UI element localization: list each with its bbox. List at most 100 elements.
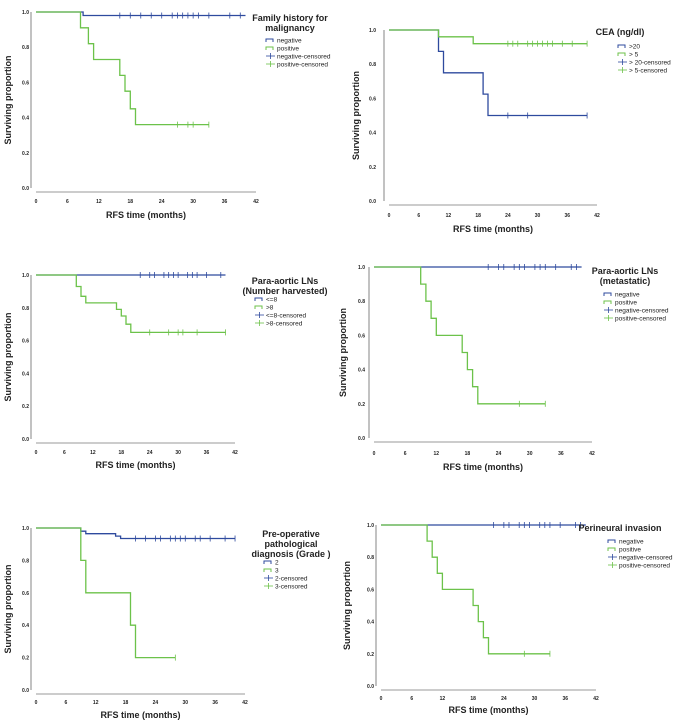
y-tick-label: 0.2 (22, 656, 29, 662)
x-tick-label: 36 (212, 700, 218, 706)
y-axis-title: Surviving proportion (3, 313, 13, 402)
y-tick-label: 0.4 (367, 620, 374, 626)
legend-title-line: pathological (264, 539, 317, 549)
x-axis-title: RFS time (months) (443, 462, 523, 472)
legend-step-swatch (263, 560, 272, 564)
x-tick-label: 24 (496, 451, 502, 457)
km-curve-positive (381, 524, 550, 655)
x-tick-label: 0 (35, 199, 38, 205)
y-tick-label: 0.4 (22, 371, 29, 377)
x-tick-label: 36 (204, 450, 210, 456)
y-tick-label: 0.4 (369, 131, 376, 137)
x-tick-label: 18 (128, 199, 134, 205)
legend-step-swatch (603, 292, 612, 296)
x-tick-label: 30 (175, 450, 181, 456)
x-tick-label: 18 (119, 450, 125, 456)
y-tick-label: 0.4 (22, 623, 29, 629)
y-tick-label: 0.0 (22, 688, 29, 694)
x-tick-label: 12 (440, 696, 446, 702)
x-tick-label: 36 (558, 451, 564, 457)
x-tick-label: 42 (593, 696, 599, 702)
legend-entry-label: > 5-censored (629, 68, 668, 75)
legend-title-line: Perineural invasion (578, 523, 661, 533)
y-tick-label: 1.0 (22, 273, 29, 279)
legend-step-swatch (603, 300, 612, 304)
legend-entry-label: positive-censored (615, 316, 666, 323)
legend-entry-label: 2-censored (275, 576, 308, 583)
y-axis-title: Surviving proportion (3, 56, 13, 145)
x-axis-title: RFS time (months) (449, 705, 529, 715)
legend-entry-label: positive (619, 547, 641, 554)
legend-entry-label: > 5 (629, 52, 639, 59)
y-tick-label: 1.0 (22, 526, 29, 532)
legend-title-line: diagnosis (Grade ) (251, 549, 330, 559)
km-panel-3: 0 6 12 18 24 30 36 42 0.0 0.2 0.4 0.6 0.8 1.0 RFS time… (3, 272, 328, 470)
legend-step-swatch (617, 44, 626, 48)
y-tick-label: 0.8 (22, 558, 29, 564)
x-tick-label: 30 (532, 696, 538, 702)
legend-title-line: CEA (ng/dl) (596, 27, 645, 37)
y-axis-title: Surviving proportion (338, 308, 348, 397)
legend-step-swatch (254, 297, 263, 301)
y-tick-label: 0.8 (22, 306, 29, 312)
y-tick-label: 0.6 (22, 339, 29, 345)
x-tick-label: 12 (93, 700, 99, 706)
y-tick-label: 0.4 (22, 116, 29, 122)
legend-entry-label: 3-censored (275, 584, 308, 591)
legend-title-line: malignancy (265, 23, 315, 33)
x-tick-label: 24 (147, 450, 153, 456)
legend-entry-label: > 20-censored (629, 60, 671, 67)
y-tick-label: 0.0 (22, 437, 29, 443)
legend-step-swatch (265, 46, 274, 50)
legend-entry-label: >8-censored (266, 321, 303, 328)
x-tick-label: 42 (242, 700, 248, 706)
x-tick-label: 24 (505, 213, 511, 219)
legend-title: Pre-operative pathological diagnosis (Grad… (251, 529, 330, 559)
y-tick-label: 0.6 (22, 80, 29, 86)
x-tick-label: 6 (63, 450, 66, 456)
y-tick-label: 0.6 (22, 591, 29, 597)
y-tick-label: 1.0 (369, 28, 376, 34)
legend-entry-label: negative-censored (615, 308, 669, 315)
legend-entry-label: 3 (275, 568, 279, 575)
x-tick-label: 6 (410, 696, 413, 702)
y-axis-title: Surviving proportion (3, 565, 13, 654)
km-curve-positive (36, 11, 209, 126)
legend-title-line: Para-aortic LNs (252, 276, 319, 286)
y-tick-label: 0.0 (367, 684, 374, 690)
legend-entry-label: <=8-censored (266, 313, 306, 320)
x-tick-label: 30 (190, 199, 196, 205)
km-panel-5: 0 6 12 18 24 30 36 42 0.0 0.2 0.4 0.6 0.8 1.0 RFS time… (3, 526, 331, 720)
legend-step-swatch (607, 547, 616, 551)
legend-title: CEA (ng/dl) (596, 27, 645, 37)
x-tick-label: 42 (594, 213, 600, 219)
legend-title: Para-aortic LNs (Number harvested) (242, 276, 327, 296)
x-tick-label: 6 (417, 213, 420, 219)
legend-entry-label: negative (277, 38, 302, 45)
legend-entry-label: positive-censored (277, 62, 328, 69)
y-tick-label: 0.2 (22, 404, 29, 410)
x-tick-label: 6 (64, 700, 67, 706)
y-tick-label: 0.8 (367, 555, 374, 561)
x-tick-label: 0 (35, 450, 38, 456)
legend-title: Para-aortic LNs (metastatic) (592, 266, 659, 286)
km-curve-> 5 (389, 29, 588, 45)
x-tick-label: 36 (565, 213, 571, 219)
km-panel-1: 0 6 12 18 24 30 36 42 0.0 0.2 0.4 0.6 0.8 1.0 RFS time… (3, 10, 331, 220)
y-axis-title: Surviving proportion (351, 71, 361, 160)
x-axis-title: RFS time (months) (96, 460, 176, 470)
x-tick-label: 42 (253, 199, 259, 205)
y-tick-label: 0.6 (369, 96, 376, 102)
legend-entry-label: negative (615, 292, 640, 299)
x-axis-title: RFS time (months) (106, 210, 186, 220)
y-tick-label: 0.6 (367, 587, 374, 593)
x-tick-label: 6 (66, 199, 69, 205)
legend-entry-label: negative (619, 539, 644, 546)
x-tick-label: 24 (159, 199, 165, 205)
x-tick-label: 12 (96, 199, 102, 205)
y-tick-label: 0.2 (22, 151, 29, 157)
y-tick-label: 1.0 (22, 10, 29, 16)
legend-step-swatch (263, 568, 272, 572)
